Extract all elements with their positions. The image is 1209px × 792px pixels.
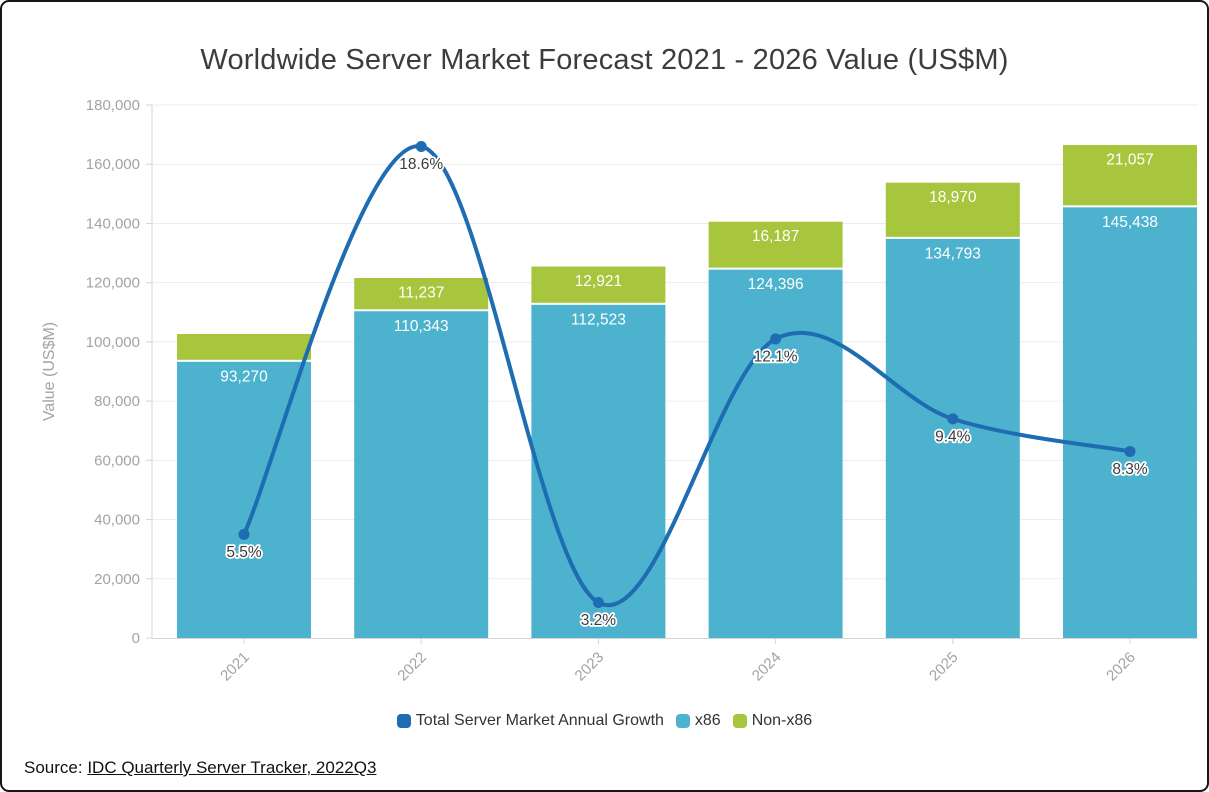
growth-label-2021: 5.5% (226, 544, 262, 561)
bar-label-x86-2024: 124,396 (748, 276, 804, 293)
legend-marker-x86 (675, 714, 690, 728)
growth-line (242, 144, 1132, 608)
growth-label-2022: 18.6% (399, 156, 443, 173)
y-tick-label: 40,000 (94, 512, 140, 529)
bar-label-x86-2025: 134,793 (925, 245, 981, 262)
bar-label-x86-2026: 145,438 (1102, 214, 1158, 231)
source-link[interactable]: IDC Quarterly Server Tracker, 2022Q3 (87, 758, 377, 777)
x-tick-label: 2026 (1103, 649, 1139, 685)
legend-item-total-growth[interactable]: Total Server Market Annual Growth (396, 712, 664, 730)
source-prefix: Source: (24, 758, 88, 777)
y-tick-label: 180,000 (86, 97, 140, 114)
growth-label-2025: 9.4% (935, 428, 971, 445)
x-tick-label: 2025 (926, 649, 962, 685)
chart-legend: Total Server Market Annual Growth x86 No… (2, 712, 1207, 730)
bar-x86-2026 (1063, 207, 1197, 638)
bar-nonx86-2022 (354, 277, 489, 310)
y-tick-label: 120,000 (86, 275, 140, 292)
bar-nonx86-2024 (708, 221, 843, 268)
y-tick-label: 20,000 (94, 571, 140, 588)
bar-label-x86-2021: 93,270 (220, 368, 268, 385)
x-tick-label: 2024 (749, 649, 785, 685)
growth-point-2025 (947, 413, 959, 425)
chart-canvas: 0 20,000 40,000 60,000 80,000 100,000 120,000 1… (41, 97, 1198, 685)
bar-x86-2022 (354, 311, 489, 638)
growth-label-2024: 12.1% (754, 348, 798, 365)
growth-point-2023 (592, 596, 604, 608)
legend-marker-total-growth (396, 714, 411, 728)
x-tick-label: 2022 (394, 649, 430, 685)
y-tick-label: 0 (132, 630, 140, 647)
bar-label-nonx86-2025: 18,970 (929, 189, 977, 206)
y-tick-label: 60,000 (94, 452, 140, 469)
x-tick-label: 2021 (217, 649, 253, 685)
bar-x86-2024 (708, 269, 843, 638)
bar-nonx86-2021 (177, 333, 311, 360)
bar-x86-2023 (531, 304, 666, 638)
legend-label-nonx86: Non-x86 (751, 712, 813, 729)
growth-point-2024 (770, 333, 782, 345)
growth-point-2026 (1124, 445, 1136, 457)
bar-x86-2025 (885, 238, 1020, 638)
growth-label-2023: 3.2% (581, 612, 617, 629)
y-tick-label: 160,000 (86, 156, 140, 173)
bar-label-nonx86-2026: 21,057 (1106, 151, 1153, 168)
bar-label-nonx86-2023: 12,921 (575, 273, 622, 290)
legend-label-x86: x86 (694, 712, 721, 729)
chart-title: Worldwide Server Market Forecast 2021 - … (200, 44, 1009, 76)
bar-label-nonx86-2022: 11,237 (398, 284, 444, 301)
bar-label-x86-2023: 112,523 (571, 311, 626, 328)
bar-nonx86-2025 (885, 182, 1020, 237)
legend-marker-nonx86 (732, 714, 747, 728)
y-tick-label: 140,000 (86, 215, 140, 232)
legend-item-nonx86[interactable]: Non-x86 (732, 712, 813, 730)
legend-label-total-growth: Total Server Market Annual Growth (415, 712, 664, 729)
bar-nonx86-2023 (531, 266, 666, 303)
bar-label-nonx86-2024: 16,187 (752, 228, 799, 245)
source-caption: Source: IDC Quarterly Server Tracker, 20… (24, 758, 376, 778)
growth-point-2022 (415, 140, 427, 152)
y-tick-label: 100,000 (86, 334, 140, 351)
x-tick-label: 2023 (572, 649, 608, 685)
growth-point-2021 (238, 528, 250, 540)
legend-item-x86[interactable]: x86 (675, 712, 721, 730)
bar-label-x86-2022: 110,343 (394, 318, 449, 335)
y-tick-label: 80,000 (94, 393, 140, 410)
bar-nonx86-2026 (1063, 144, 1197, 206)
growth-label-2026: 8.3% (1112, 461, 1148, 478)
y-axis-title: Value (US$M) (41, 322, 58, 421)
